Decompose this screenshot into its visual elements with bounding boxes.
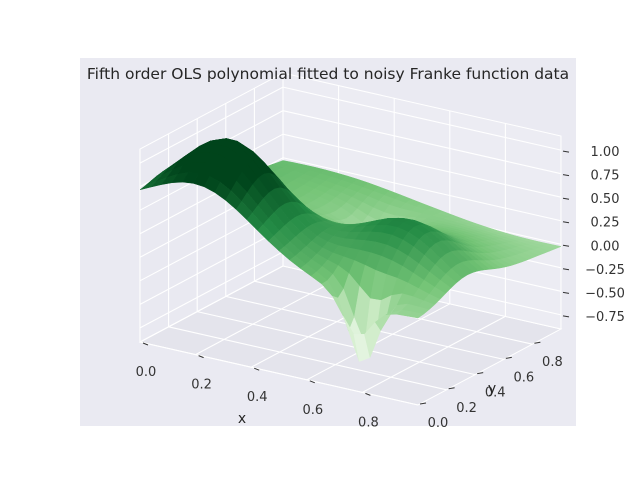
x-tick-mark bbox=[309, 380, 315, 384]
grid-floor-y bbox=[197, 311, 476, 376]
z-tick-mark bbox=[562, 150, 570, 153]
y-tick-label: 0.6 bbox=[513, 370, 534, 385]
z-tick-mark bbox=[562, 174, 570, 177]
grid-floor-y bbox=[168, 326, 447, 391]
grid-floor-x bbox=[195, 278, 339, 356]
x-tick-label: 0.2 bbox=[191, 378, 212, 393]
z-tick-mark bbox=[562, 291, 570, 294]
x-axis-label: x bbox=[238, 411, 246, 427]
grid-back-z bbox=[282, 110, 562, 175]
x-tick-label: 0.0 bbox=[136, 365, 157, 380]
y-tick-mark bbox=[419, 402, 427, 405]
z-tick-label: 0.25 bbox=[591, 216, 620, 231]
z-tick-label: 1.00 bbox=[591, 145, 620, 160]
x-tick-label: 0.8 bbox=[358, 415, 379, 430]
grid-left-z bbox=[139, 251, 284, 329]
y-tick-label: 0.2 bbox=[456, 401, 477, 416]
z-tick-mark bbox=[562, 197, 570, 200]
grid-left-z bbox=[139, 227, 284, 305]
grid-floor-x bbox=[362, 315, 506, 393]
y-tick-label: 0.4 bbox=[485, 386, 506, 401]
z-tick-label: 0.50 bbox=[591, 192, 620, 207]
z-tick-label: −0.25 bbox=[585, 263, 625, 278]
y-tick-mark bbox=[448, 387, 455, 390]
surface-facet bbox=[406, 311, 425, 319]
y-axis-label: y bbox=[488, 381, 496, 397]
z-tick-mark bbox=[562, 244, 570, 247]
y-tick-label: 0.0 bbox=[428, 416, 449, 431]
y-tick-label: 0.8 bbox=[542, 355, 563, 370]
grid-back-z bbox=[282, 86, 562, 151]
x-tick-mark bbox=[142, 342, 149, 346]
tick-marks: 0.0 0.2 0.4 0.6 0.8 0.0 0.2 0.4 0.6 0.8 1.00 0.75 0.… bbox=[136, 145, 625, 431]
z-tick-label: −0.50 bbox=[585, 286, 625, 301]
grid-left-z bbox=[139, 86, 284, 164]
x-tick-label: 0.4 bbox=[247, 390, 268, 405]
z-tick-label: 0.00 bbox=[591, 239, 620, 254]
y-tick-mark bbox=[505, 356, 512, 359]
grid-floor-x bbox=[306, 303, 451, 381]
z-tick-mark bbox=[562, 221, 570, 224]
x-tick-mark bbox=[365, 392, 371, 396]
x-tick-label: 0.6 bbox=[302, 403, 323, 418]
chart-title: Fifth order OLS polynomial fitted to noi… bbox=[87, 65, 569, 83]
surface-plot bbox=[139, 138, 562, 363]
grid-back-z bbox=[282, 133, 562, 198]
z-tick-mark bbox=[562, 268, 570, 271]
x-tick-mark bbox=[254, 367, 260, 371]
y-tick-mark bbox=[534, 341, 541, 344]
grid-back-z bbox=[282, 157, 562, 222]
x-tick-mark bbox=[198, 355, 204, 359]
y-tick-mark bbox=[477, 372, 484, 375]
z-tick-mark bbox=[562, 315, 570, 318]
grid-floor-y bbox=[139, 341, 419, 406]
grid-floor-x bbox=[139, 265, 284, 343]
z-tick-label: −0.75 bbox=[585, 310, 625, 325]
z-tick-label: 0.75 bbox=[591, 169, 620, 184]
